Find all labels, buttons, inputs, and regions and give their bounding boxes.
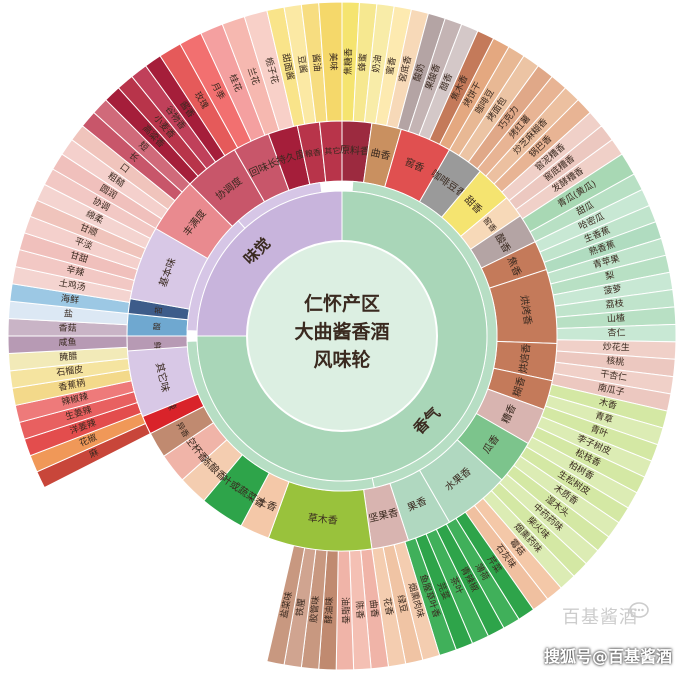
ring3-label: 苦: [153, 306, 164, 315]
ring4-label: 铁腥: [293, 598, 308, 618]
watermark-brand: 百基酱酒: [562, 607, 638, 628]
ring3-label: 其它: [324, 145, 341, 156]
ring4-label: 梨: [604, 269, 615, 283]
center-disc: [246, 240, 438, 432]
ring3-label: 酸: [152, 322, 162, 331]
ring4-label: 酱油: [310, 53, 324, 72]
ring4-label: 胶管味: [307, 595, 322, 623]
ring-4-descriptors: 麻花椒洋姜辣生姜辣辣椒辣香蕉柄石榴皮腌腊咸鱼香菇盐海鲜土鸡汤辛辣甘甜平淡甘顺绵柔…: [7, 1, 677, 671]
ring3-label: 草木香: [307, 512, 338, 527]
ring4-label: 绿豆: [395, 594, 411, 614]
ring4-label: 石榴皮: [56, 363, 84, 378]
ring3-label: 粮香: [304, 147, 321, 159]
ring3-label: 鲜: [153, 341, 163, 350]
ring4-label: 陈香: [353, 601, 366, 620]
center-title-line-2: 大曲酱香酒: [294, 320, 389, 343]
ring3-label: 烘烤香: [518, 294, 535, 326]
chat-bubble-icon: [629, 602, 649, 618]
ring3-label: 原料香: [340, 143, 371, 158]
ring4-label: 香菇: [58, 322, 76, 334]
ring4-label: 咸鱼: [58, 336, 76, 348]
center-title-line-1: 仁怀产区: [304, 292, 380, 315]
wheel-center: 仁怀产区 大曲酱香酒 风味轮: [246, 240, 438, 432]
ring4-label: 焦糖香: [342, 48, 355, 75]
ring3-label: 曲香: [370, 147, 392, 163]
ring4-label: 盐: [63, 307, 73, 320]
ring4-label: 蜜香: [383, 56, 398, 76]
watermark-account: 搜狐号@百基酱酒: [543, 647, 672, 666]
ring4-label: 酵油味: [322, 596, 335, 624]
ring4-label: 菠萝: [603, 282, 623, 297]
ring4-label: 杏仁: [607, 327, 625, 339]
ring3-label: 烘焙香: [516, 343, 533, 374]
ring4-label: 曲香: [367, 599, 380, 618]
ring4-label: 海鲜: [60, 292, 79, 306]
ring4-label: 豆酱: [295, 55, 310, 75]
ring4-label: 美味: [327, 52, 340, 70]
ring4-label: 核桃: [606, 354, 625, 368]
ring-3-subcategories: 辣涩咸鲜酸苦其它味基本味丰满度协调度回味长持久度粮香其它原料香曲香窖香咖啡豆香甜…: [126, 120, 558, 552]
ring4-label: 油脂香: [339, 597, 351, 624]
ring4-label: 奶油: [370, 54, 384, 73]
center-title-line-3: 风味轮: [313, 348, 370, 371]
ring4-label: 花香: [381, 597, 396, 617]
ring4-label: 山楂: [607, 312, 626, 325]
ring4-label: 腌腊: [59, 350, 78, 363]
ring4-label: 炒花生: [603, 340, 631, 353]
ring4-label: 蜂蜜: [356, 53, 369, 72]
ring4-label: 干杏仁: [599, 368, 627, 384]
ring4-label: 荔枝: [605, 297, 624, 311]
